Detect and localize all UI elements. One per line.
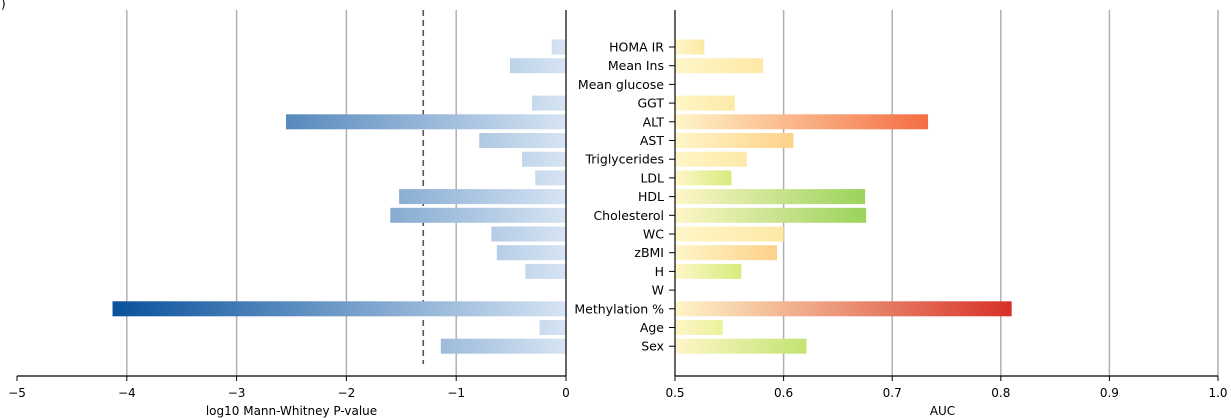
bar: [675, 114, 929, 130]
bar: [390, 207, 566, 223]
bar: [479, 133, 566, 148]
bar: [496, 245, 566, 261]
pvalue-chart: −5 −4 −3 −2 −1 0 log10 Mann-Whitney P-value: [8, 10, 570, 418]
category-label: HDL: [638, 189, 664, 204]
bar: [675, 263, 742, 279]
category-label: Mean Ins: [608, 58, 664, 73]
bar: [675, 189, 866, 205]
category-label: GGT: [637, 96, 664, 111]
bar: [539, 320, 566, 335]
tick-label: −3: [228, 386, 246, 400]
category-label: H: [655, 264, 664, 279]
bar: [491, 226, 566, 242]
bar: [675, 170, 732, 186]
category-label: Age: [640, 320, 664, 335]
bar: [112, 301, 566, 317]
bar: [675, 58, 763, 74]
bar: [286, 114, 566, 130]
bar: [675, 133, 794, 148]
bar: [675, 245, 778, 261]
bar: [675, 151, 747, 167]
category-label: ALT: [643, 114, 665, 129]
tick-label: 0.5: [665, 386, 684, 400]
category-label: WC: [643, 227, 664, 242]
tick-label: 0.8: [991, 386, 1010, 400]
tick-label: 0.7: [883, 386, 902, 400]
tick-label: −4: [118, 386, 136, 400]
category-labels: HOMA IR Mean Ins Mean glucose GGT ALT AST Trig…: [574, 40, 675, 354]
category-label: Triglycerides: [584, 152, 664, 167]
bar: [531, 95, 566, 111]
x-axis-title: log10 Mann-Whitney P-value: [206, 404, 377, 418]
bar: [399, 189, 566, 205]
category-label: W: [652, 283, 664, 298]
category-label: Methylation %: [574, 301, 664, 316]
category-label: AST: [640, 133, 664, 148]
bar: [535, 170, 566, 186]
panel-letter: ): [1, 0, 6, 11]
bar: [675, 338, 807, 354]
category-label: Sex: [641, 339, 664, 354]
category-label: Cholesterol: [593, 208, 664, 223]
bar: [525, 263, 566, 279]
category-label: Mean glucose: [578, 77, 664, 92]
x-axis-title: AUC: [930, 404, 955, 418]
tick-label: 0: [562, 386, 570, 400]
bar: [675, 226, 784, 242]
auc-chart: 0.5 0.6 0.7 0.8 0.9 1.0 AUC: [665, 10, 1228, 418]
category-label: LDL: [640, 170, 664, 185]
bar: [675, 301, 1012, 317]
tick-label: 1.0: [1208, 386, 1227, 400]
bar: [551, 39, 566, 55]
tick-label: 0.6: [774, 386, 793, 400]
bar: [675, 39, 705, 55]
bar: [510, 58, 566, 74]
bar: [675, 207, 867, 223]
tick-label: −2: [338, 386, 356, 400]
bar: [675, 320, 723, 335]
bar: [522, 151, 566, 167]
category-label: HOMA IR: [609, 40, 664, 55]
bar: [675, 95, 735, 111]
category-label: zBMI: [634, 245, 664, 260]
tick-label: −1: [447, 386, 465, 400]
tick-label: −5: [8, 386, 26, 400]
bar: [440, 338, 566, 354]
tick-label: 0.9: [1100, 386, 1119, 400]
